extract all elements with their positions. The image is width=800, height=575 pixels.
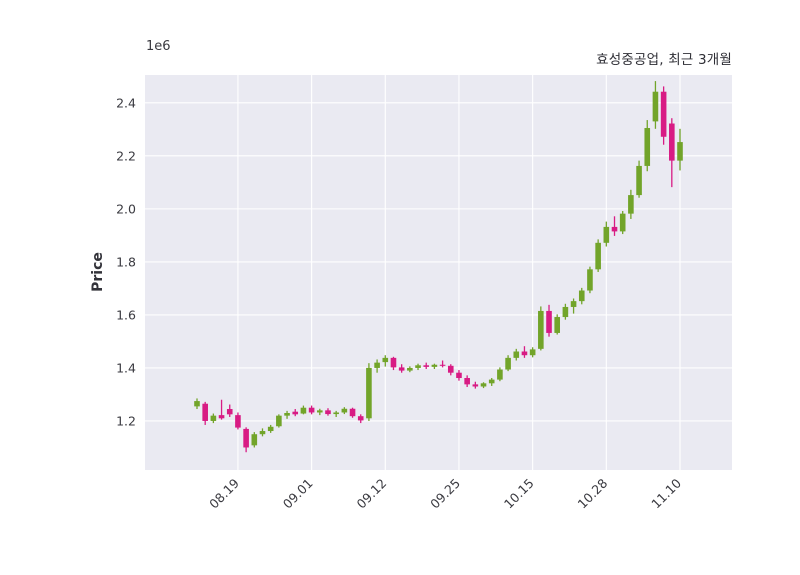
candle-body bbox=[226, 409, 233, 415]
x-tick-label: 09.12 bbox=[353, 476, 389, 512]
candle-body bbox=[546, 310, 552, 333]
candle-body bbox=[677, 142, 683, 161]
candle-body bbox=[194, 401, 200, 407]
candle-body bbox=[628, 195, 634, 214]
candle-body bbox=[529, 349, 536, 356]
candle-body bbox=[202, 403, 208, 421]
candle-body bbox=[587, 269, 593, 291]
candle-body bbox=[366, 367, 372, 419]
candle-body bbox=[292, 411, 299, 415]
candle-body bbox=[398, 367, 405, 371]
candle-body bbox=[669, 123, 675, 161]
candle-body bbox=[464, 378, 470, 385]
candles bbox=[194, 81, 683, 453]
y-tick-label: 1.8 bbox=[116, 254, 136, 269]
candle-body bbox=[276, 415, 282, 427]
y-tick-label: 2.0 bbox=[116, 201, 136, 216]
x-tick-label: 10.28 bbox=[575, 475, 611, 511]
plot-background bbox=[145, 75, 732, 470]
candle-body bbox=[480, 383, 487, 387]
candle-body bbox=[562, 306, 569, 318]
candle-body bbox=[538, 310, 544, 349]
y-tick-label: 2.2 bbox=[116, 148, 136, 163]
candle-body bbox=[423, 365, 430, 367]
y-tick-label: 1.4 bbox=[116, 360, 136, 375]
candle-body bbox=[521, 351, 528, 356]
candle-body bbox=[259, 431, 266, 435]
candle-body bbox=[611, 226, 618, 232]
candle-body bbox=[619, 213, 626, 232]
candle-body bbox=[333, 412, 339, 415]
candle-body bbox=[357, 416, 364, 421]
y-axis-label: Price bbox=[90, 252, 106, 292]
candle-body bbox=[497, 369, 503, 380]
x-tick-label: 09.25 bbox=[427, 476, 463, 512]
candle-body bbox=[325, 410, 331, 415]
x-tick-label: 11.10 bbox=[648, 475, 684, 511]
candle-body bbox=[316, 410, 323, 413]
candle-body bbox=[267, 426, 274, 432]
candle-body bbox=[210, 415, 217, 421]
candle-body bbox=[374, 362, 380, 368]
chart-title: 효성중공업, 최근 3개월 bbox=[596, 52, 732, 68]
candle-body bbox=[308, 407, 315, 413]
candle-body bbox=[284, 413, 290, 416]
x-tick-label: 08.19 bbox=[206, 475, 242, 511]
y-tick-label: 2.4 bbox=[116, 95, 136, 110]
candle-body bbox=[218, 415, 225, 419]
candle-body bbox=[382, 357, 389, 363]
candle-body bbox=[456, 372, 462, 379]
candle-body bbox=[505, 357, 511, 370]
candle-body bbox=[554, 317, 561, 333]
candle-body bbox=[447, 365, 454, 373]
candle-body bbox=[570, 301, 577, 307]
y-axis-offset-text: 1e6 bbox=[146, 39, 171, 54]
candle-body bbox=[513, 351, 520, 358]
candle-body bbox=[407, 367, 413, 371]
candle-body bbox=[488, 379, 495, 384]
candle-body bbox=[595, 242, 601, 270]
x-tick-label: 09.01 bbox=[280, 476, 316, 512]
candle-body bbox=[439, 364, 446, 366]
candle-body bbox=[235, 415, 241, 428]
candle-body bbox=[472, 384, 479, 387]
candle-body bbox=[390, 357, 397, 368]
x-tick-label: 10.15 bbox=[501, 476, 537, 512]
gridlines bbox=[145, 75, 732, 470]
candle-body bbox=[251, 434, 258, 446]
candle-body bbox=[341, 408, 348, 413]
candle-body bbox=[415, 365, 421, 368]
candle-body bbox=[431, 364, 438, 367]
candle-body bbox=[636, 165, 642, 196]
candle-body bbox=[578, 290, 585, 302]
candle-body bbox=[349, 408, 356, 417]
candle-body bbox=[652, 91, 659, 122]
candle-body bbox=[243, 428, 249, 448]
candle-body bbox=[300, 407, 307, 414]
candle-body bbox=[603, 226, 610, 243]
y-tick-label: 1.2 bbox=[116, 413, 136, 428]
y-tick-label: 1.6 bbox=[116, 307, 136, 322]
candle-body bbox=[660, 91, 667, 137]
candle-body bbox=[644, 128, 651, 166]
